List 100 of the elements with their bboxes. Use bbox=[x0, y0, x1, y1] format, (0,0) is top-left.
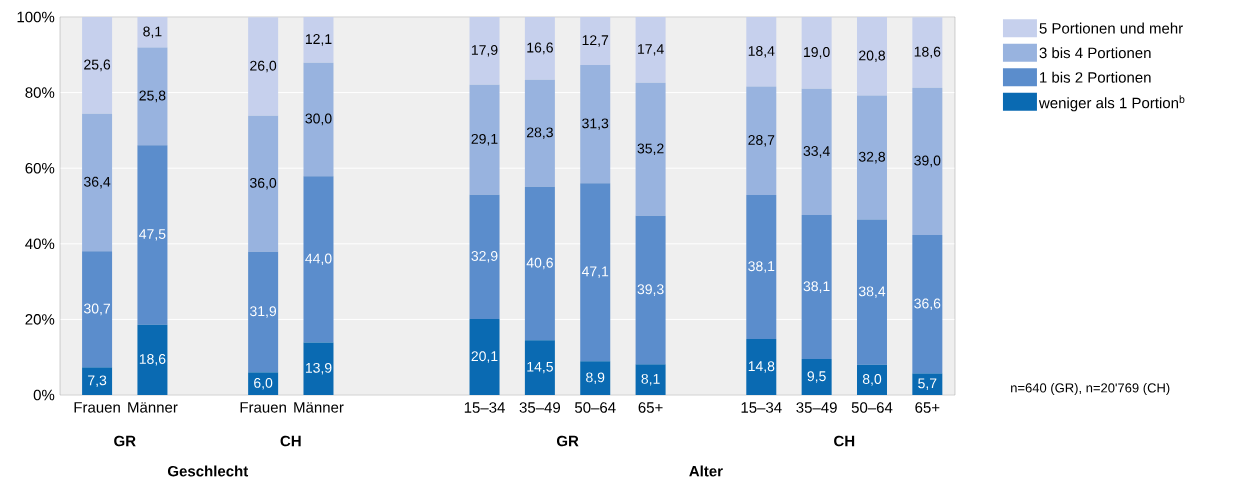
data-label: 38,1 bbox=[748, 261, 775, 273]
bar bbox=[469, 17, 500, 85]
bar bbox=[580, 65, 611, 184]
bar bbox=[801, 215, 832, 360]
bar bbox=[856, 219, 887, 365]
x-tick-label: 50–64 bbox=[574, 402, 616, 413]
bar bbox=[580, 17, 611, 65]
x-tick-label: 15–34 bbox=[741, 402, 782, 413]
x-tick-label: 65+ bbox=[638, 402, 663, 413]
data-label: 32,8 bbox=[858, 151, 886, 164]
y-tick-label: 20% bbox=[25, 314, 55, 325]
data-label: 30,7 bbox=[84, 303, 111, 316]
text: Alter bbox=[689, 465, 723, 477]
data-label: 20,8 bbox=[859, 50, 886, 63]
data-label: 38,1 bbox=[803, 281, 830, 293]
data-label: 12,1 bbox=[305, 34, 332, 46]
data-label: 36,0 bbox=[250, 177, 277, 190]
data-label: 17,4 bbox=[638, 44, 664, 56]
data-label: 8,9 bbox=[586, 372, 605, 384]
x-tick-label: 65+ bbox=[915, 402, 940, 413]
bar bbox=[746, 86, 777, 196]
data-label: 14,5 bbox=[527, 361, 553, 374]
data-label: 31,9 bbox=[250, 306, 277, 318]
bar bbox=[746, 17, 777, 87]
data-label: 18,6 bbox=[914, 46, 941, 59]
bar bbox=[248, 251, 279, 373]
bar bbox=[82, 251, 113, 368]
bar bbox=[469, 84, 500, 195]
bar bbox=[801, 88, 832, 216]
bar bbox=[746, 339, 777, 395]
data-label: 38,4 bbox=[858, 286, 886, 298]
text: GR bbox=[114, 435, 136, 447]
legend-label: weniger als 1 Portion$^{b}$ bbox=[1038, 95, 1185, 112]
bar bbox=[580, 183, 611, 362]
bar bbox=[746, 195, 777, 340]
data-label: 18,4 bbox=[748, 46, 775, 58]
bar bbox=[137, 145, 168, 325]
data-label: 14,8 bbox=[748, 361, 775, 373]
data-label: 25,8 bbox=[139, 90, 166, 103]
bar bbox=[635, 215, 666, 365]
bar bbox=[524, 186, 555, 341]
bar bbox=[635, 364, 666, 395]
data-label: 20,1 bbox=[471, 351, 498, 363]
data-label: 29,1 bbox=[471, 133, 498, 146]
y-tick-label: 40% bbox=[25, 238, 55, 250]
data-label: 25,6 bbox=[84, 59, 111, 72]
text: CH bbox=[834, 435, 855, 447]
data-label: 6,0 bbox=[254, 377, 273, 390]
x-tick-label: 15–34 bbox=[464, 402, 505, 413]
bar bbox=[856, 95, 887, 220]
bar bbox=[856, 364, 887, 395]
bar bbox=[303, 62, 334, 177]
data-label: 26,0 bbox=[250, 60, 277, 73]
bar bbox=[524, 340, 555, 395]
data-label: 47,5 bbox=[139, 229, 166, 241]
bar bbox=[469, 319, 500, 395]
x-tick-label: Frauen bbox=[240, 402, 286, 413]
x-tick-label: 50–64 bbox=[851, 402, 893, 413]
bar bbox=[912, 373, 943, 395]
data-label: 32,9 bbox=[471, 251, 498, 263]
data-label: 8,1 bbox=[641, 373, 660, 386]
data-label: 31,3 bbox=[582, 118, 609, 130]
bar bbox=[303, 342, 334, 395]
bar bbox=[82, 367, 113, 395]
bar bbox=[580, 361, 611, 395]
data-label: 5,7 bbox=[918, 378, 937, 390]
data-label: 33,4 bbox=[803, 146, 830, 158]
text: GR bbox=[556, 435, 579, 447]
bar bbox=[801, 17, 832, 89]
legend-label: 3 bis 4 Portionen bbox=[1039, 47, 1151, 59]
text: Geschlecht bbox=[167, 465, 249, 477]
data-label: 12,7 bbox=[582, 35, 609, 47]
bar bbox=[912, 235, 943, 374]
x-tick-label: Männer bbox=[294, 402, 344, 413]
data-label: 30,0 bbox=[305, 113, 332, 126]
y-tick-label: 0% bbox=[33, 389, 55, 401]
bar bbox=[82, 17, 113, 114]
data-label: 28,7 bbox=[748, 135, 775, 147]
data-label: 44,0 bbox=[305, 253, 332, 266]
data-label: 36,4 bbox=[84, 176, 111, 189]
data-label: 17,9 bbox=[471, 45, 498, 57]
data-label: 40,6 bbox=[526, 257, 553, 270]
data-label: 35,2 bbox=[637, 143, 664, 156]
bar bbox=[248, 17, 279, 116]
data-label: 39,3 bbox=[637, 284, 664, 296]
bar bbox=[303, 17, 334, 63]
data-label: 19,0 bbox=[804, 47, 830, 59]
y-tick-label: 80% bbox=[25, 87, 55, 98]
bar bbox=[137, 17, 168, 48]
data-label: 9,5 bbox=[807, 371, 826, 383]
x-tick-label: Männer bbox=[128, 402, 178, 413]
text: n=640 (GR), n=20'769 (CH) bbox=[1011, 382, 1170, 396]
y-tick-label: 100% bbox=[17, 11, 55, 23]
bar bbox=[248, 115, 279, 252]
bar bbox=[912, 87, 943, 236]
data-label: 7,3 bbox=[88, 375, 107, 387]
bar bbox=[469, 194, 500, 320]
bar bbox=[137, 47, 168, 146]
bar bbox=[248, 372, 279, 395]
legend-label: 1 bis 2 Portionen bbox=[1040, 71, 1151, 83]
